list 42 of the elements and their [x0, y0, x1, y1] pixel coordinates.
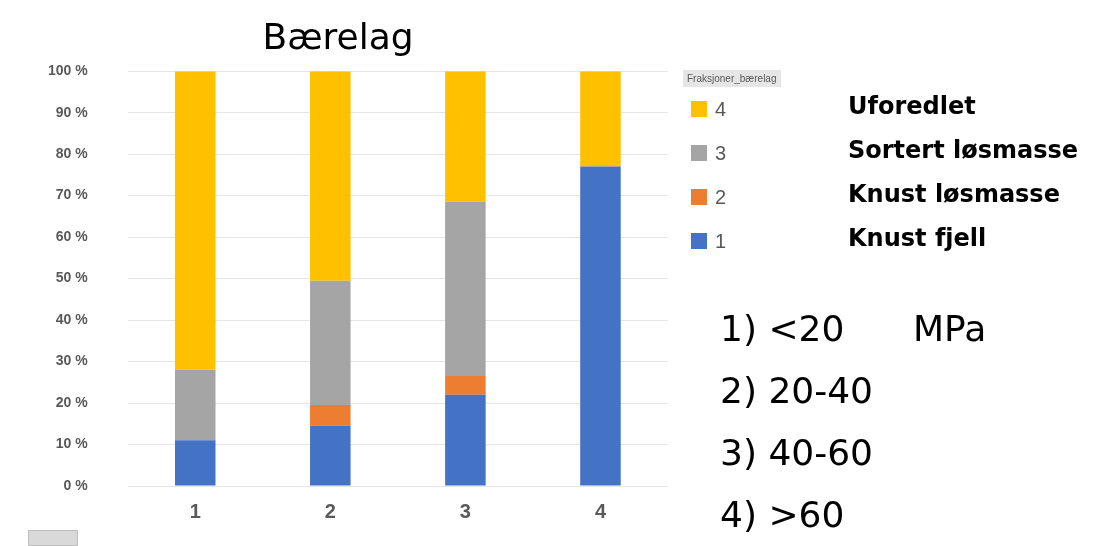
y-tick-label: 20 % — [55, 393, 89, 410]
text: 3) 40-60 — [720, 431, 874, 475]
bar — [174, 71, 216, 370]
x-tick-label: 1 — [189, 499, 201, 522]
bar — [174, 369, 216, 441]
text: Knust løsmasse — [848, 179, 1061, 210]
bar — [310, 405, 351, 426]
text: Knust fjell — [848, 223, 988, 254]
y-tick-label: 40 % — [55, 310, 89, 327]
legend-title: Fraksjoner_bærelag — [683, 70, 781, 87]
text: 1) <20 MPa — [720, 307, 987, 351]
y-tick-label: 80 % — [55, 145, 89, 162]
bar — [445, 394, 486, 486]
x-tick-label: 4 — [594, 499, 607, 522]
legend-label: 3 — [715, 141, 727, 165]
bar — [445, 376, 486, 395]
legend-label: 1 — [715, 229, 727, 253]
bar — [580, 71, 621, 167]
y-tick-label: 90 % — [55, 103, 89, 120]
x-tick-label: 3 — [459, 499, 471, 522]
y-tick-label: 60 % — [55, 227, 89, 244]
x-tick-label: 2 — [324, 499, 336, 522]
bar — [310, 280, 351, 406]
legend-label: 4 — [715, 97, 727, 121]
text: Uforedlet — [848, 91, 977, 122]
bar — [445, 201, 486, 377]
bar — [445, 71, 486, 202]
bar — [174, 440, 216, 486]
y-tick-label: 30 % — [55, 352, 89, 369]
text: Sortert løsmasse — [848, 135, 1079, 166]
chart-title: Bærelag — [262, 15, 414, 57]
y-tick-label: 100 % — [47, 62, 89, 79]
legend-label: 2 — [715, 185, 727, 209]
bar — [310, 425, 351, 486]
y-tick-label: 0 % — [63, 476, 89, 493]
y-tick-label: 70 % — [55, 186, 89, 203]
bar — [310, 71, 351, 281]
text: 4) >60 — [720, 493, 846, 537]
y-tick-label: 10 % — [55, 435, 89, 452]
bar — [580, 166, 621, 486]
y-tick-label: 50 % — [55, 269, 89, 286]
text: 2) 20-40 — [720, 369, 874, 413]
